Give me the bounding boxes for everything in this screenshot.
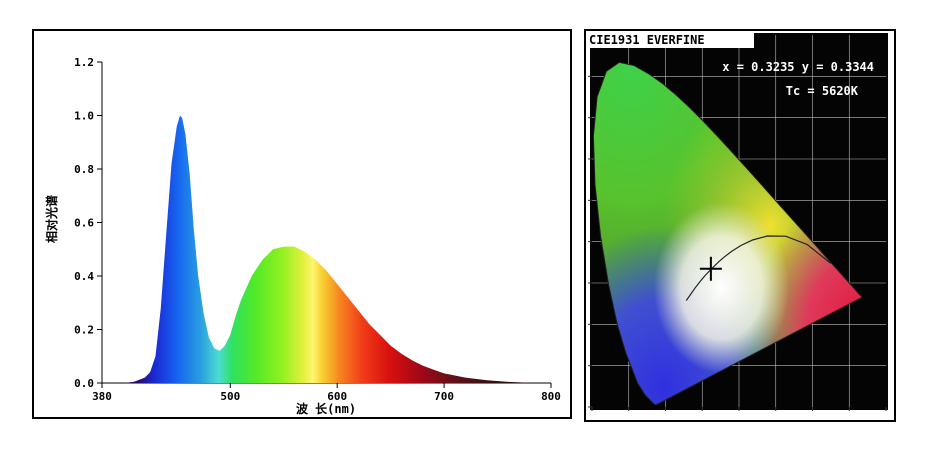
cie-cct-annotation: Tc = 5620K [786,84,859,98]
cie-title-box [586,32,754,48]
x-tick-label: 700 [434,390,454,403]
spectrum-area [102,115,551,383]
y-tick-label: 0.6 [74,217,94,230]
cie-chromaticity-chart: CIE1931 EVERFINE x = 0.3235 y = 0.3344 T… [586,32,888,411]
chromaticity-point-marker [699,256,722,281]
x-tick-label: 500 [220,390,240,403]
y-tick-label: 0.8 [74,163,94,176]
y-axis-label: 相对光谱 [44,195,59,243]
spectrum-chart: 0.0 0.2 0.4 0.6 0.8 1.0 1.2 380 500 600 700 800 波 长… [44,56,561,416]
cie-title: CIE1931 EVERFINE [589,33,705,47]
cie-xy-annotation: x = 0.3235 y = 0.3344 [722,60,874,74]
y-tick-label: 0.0 [74,377,94,390]
y-tick-label: 1.0 [74,110,94,123]
y-tick-label: 0.4 [74,270,94,283]
x-tick-label: 380 [92,390,112,403]
cie-chart-panel: CIE1931 EVERFINE x = 0.3235 y = 0.3344 T… [584,29,896,422]
x-axis-label: 波 长(nm) [296,401,356,416]
x-tick-label: 800 [541,390,561,403]
y-tick-label: 1.2 [74,56,94,69]
spectral-locus [592,61,863,406]
spectrum-chart-panel: 0.0 0.2 0.4 0.6 0.8 1.0 1.2 380 500 600 700 800 波 长… [32,29,572,419]
planckian-locus [685,235,832,301]
x-tick-label: 600 [327,390,347,403]
spectrum-tick-group: 0.0 0.2 0.4 0.6 0.8 1.0 1.2 380 500 600 700 800 [74,56,561,403]
y-tick-label: 0.2 [74,324,94,337]
